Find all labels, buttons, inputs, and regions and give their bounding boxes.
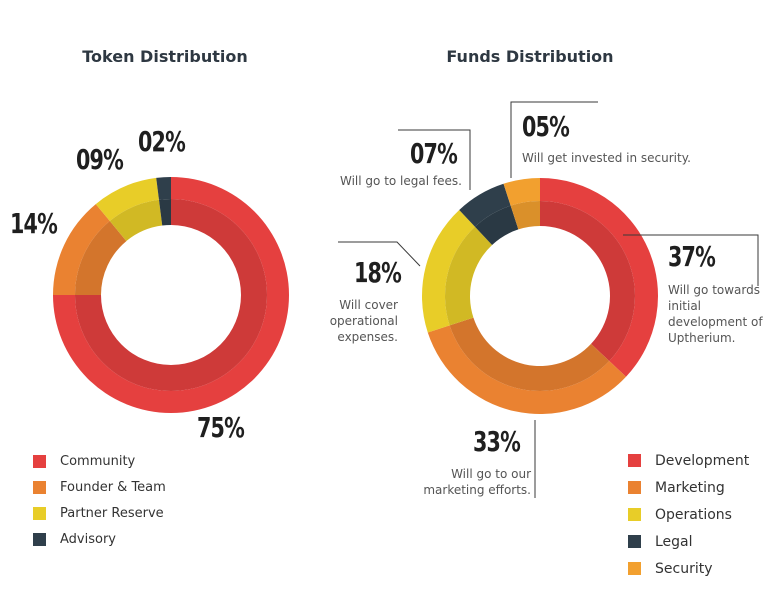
slice-founder-team bbox=[53, 204, 110, 295]
leader-line bbox=[338, 241, 421, 267]
legend-item-operations: Operations bbox=[628, 501, 749, 528]
slice-advisory bbox=[156, 177, 171, 200]
legend-label: Advisory bbox=[60, 531, 116, 547]
legend-label: Development bbox=[655, 452, 750, 469]
data-label-operations: 18% bbox=[354, 256, 402, 289]
slice-development bbox=[540, 178, 658, 377]
leader-line bbox=[623, 234, 759, 286]
leader-line bbox=[510, 101, 598, 178]
slice-inner-advisory bbox=[158, 199, 171, 226]
legend-label: Security bbox=[655, 560, 713, 577]
slice-operations bbox=[421, 209, 475, 333]
legend-item-advisory: Advisory bbox=[33, 526, 166, 552]
data-label-development: 37% bbox=[668, 240, 716, 273]
data-label-partner-reserve: 09% bbox=[76, 143, 124, 176]
annotation-operations: Will cover operational expenses. bbox=[329, 298, 398, 344]
slice-inner-partner-reserve bbox=[109, 199, 163, 242]
slice-inner-marketing bbox=[449, 317, 610, 391]
legend-label: Community bbox=[60, 453, 136, 469]
legend-swatch bbox=[628, 508, 641, 521]
legend-item-marketing: Marketing bbox=[628, 474, 749, 501]
annotation-marketing: Will go to our marketing efforts. bbox=[423, 467, 531, 497]
legend-label: Legal bbox=[655, 533, 693, 550]
funds-distribution-title: Funds Distribution bbox=[446, 47, 614, 66]
legend-item-community: Community bbox=[33, 448, 166, 474]
legend-swatch bbox=[33, 506, 46, 520]
slice-inner-development bbox=[540, 201, 636, 362]
data-label-advisory: 02% bbox=[138, 125, 186, 158]
data-label-marketing: 33% bbox=[473, 425, 521, 458]
legend-swatch bbox=[33, 532, 46, 546]
legend-swatch bbox=[628, 481, 641, 494]
funds-distribution-donut bbox=[421, 178, 658, 414]
leader-line bbox=[398, 129, 471, 190]
legend-swatch bbox=[628, 454, 641, 467]
legend-item-partner-reserve: Partner Reserve bbox=[33, 500, 166, 526]
legend-item-security: Security bbox=[628, 555, 749, 582]
legend-label: Operations bbox=[655, 506, 732, 523]
annotation-legal: Will go to legal fees. bbox=[340, 174, 462, 188]
slice-inner-legal bbox=[474, 205, 519, 245]
data-label-security: 05% bbox=[522, 110, 570, 143]
slice-inner-security bbox=[510, 201, 540, 230]
legend-swatch bbox=[628, 535, 641, 548]
legend-swatch bbox=[33, 480, 46, 494]
annotation-security: Will get invested in security. bbox=[522, 151, 691, 165]
annotation-leader-lines bbox=[338, 101, 759, 498]
slice-marketing bbox=[427, 325, 627, 414]
legend-swatch bbox=[628, 562, 641, 575]
legend-item-legal: Legal bbox=[628, 528, 749, 555]
data-label-founder-team: 14% bbox=[10, 207, 58, 240]
legend-label: Partner Reserve bbox=[60, 505, 164, 521]
slice-security bbox=[503, 178, 540, 206]
slice-partner-reserve bbox=[95, 177, 159, 222]
funds-distribution-legend: Development Marketing Operations Legal S… bbox=[628, 447, 749, 582]
annotation-development: Will go towards initial development of U… bbox=[668, 283, 763, 345]
legend-label: Marketing bbox=[655, 479, 725, 496]
token-distribution-title: Token Distribution bbox=[82, 47, 248, 66]
legend-item-development: Development bbox=[628, 447, 749, 474]
legend-item-founder-team: Founder & Team bbox=[33, 474, 166, 500]
token-distribution-legend: Community Founder & Team Partner Reserve… bbox=[33, 448, 166, 552]
data-label-legal: 07% bbox=[410, 137, 458, 170]
slice-inner-founder-team bbox=[75, 221, 127, 295]
token-distribution-donut bbox=[53, 177, 289, 413]
legend-swatch bbox=[33, 454, 46, 468]
legend-label: Founder & Team bbox=[60, 479, 166, 495]
data-label-community: 75% bbox=[197, 411, 245, 444]
slice-legal bbox=[459, 183, 511, 227]
slice-inner-operations bbox=[445, 226, 493, 326]
